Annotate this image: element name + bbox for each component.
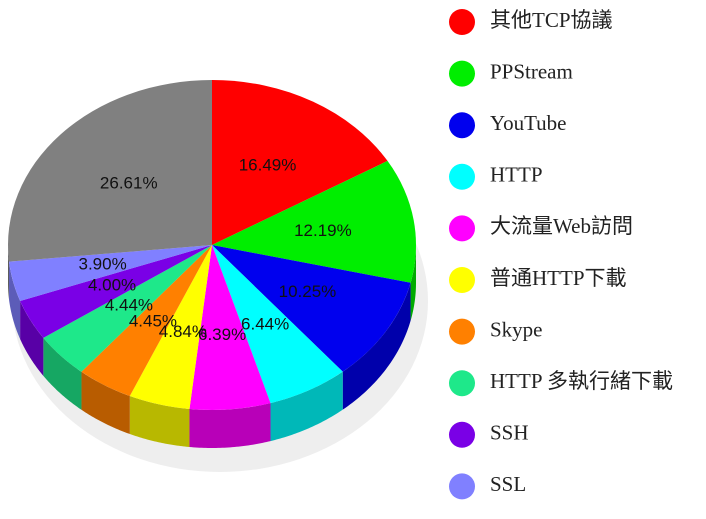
slice-side — [270, 371, 343, 442]
legend-swatch — [449, 215, 475, 242]
slice-label: 4.45% — [129, 312, 177, 331]
slice-side — [189, 403, 271, 448]
legend-label: 大流量Web訪問 — [490, 214, 633, 238]
slice — [81, 245, 212, 397]
legend-swatch — [449, 267, 475, 293]
legend-swatch — [449, 163, 475, 190]
slice-label: 4.44% — [105, 295, 153, 314]
slice-label: 26.61% — [100, 174, 158, 193]
legend-label: SSH — [490, 421, 529, 445]
slice-side — [81, 371, 130, 435]
slice — [189, 245, 271, 411]
slice — [43, 245, 212, 372]
slice — [7, 80, 212, 262]
slice-side — [9, 261, 21, 339]
slice — [212, 245, 343, 404]
slice-label: 10.25% — [279, 282, 337, 301]
slice-side — [20, 300, 44, 376]
legend-label: 其他TCP協議 — [490, 8, 613, 32]
slice — [212, 245, 411, 372]
slice-label: 16.49% — [239, 156, 297, 175]
legend-label: 普通HTTP下載 — [490, 266, 627, 290]
slice — [20, 245, 213, 338]
slice-label: 6.39% — [198, 325, 246, 344]
slice-side — [129, 396, 190, 447]
slice-label: 12.19% — [294, 221, 352, 240]
slice-side — [8, 245, 10, 300]
legend-swatch — [449, 473, 475, 500]
slice-side — [342, 282, 411, 410]
legend-label: YouTube — [490, 111, 566, 135]
slice — [212, 160, 417, 283]
slice-label: 4.00% — [88, 276, 136, 295]
slice-side — [410, 245, 416, 321]
slice-label: 3.90% — [78, 255, 126, 274]
legend-label: Skype — [490, 317, 543, 341]
slice — [9, 245, 213, 301]
legend-swatch — [449, 60, 475, 87]
legend-label: HTTP 多執行緒下載 — [490, 369, 673, 393]
legend-swatch — [449, 370, 475, 397]
legend-label: HTTP — [490, 163, 543, 187]
slice-label: 4.84% — [159, 322, 207, 341]
legend-swatch — [449, 112, 475, 139]
legend-swatch — [449, 318, 475, 345]
slice — [212, 80, 388, 245]
legend-label: PPStream — [490, 59, 573, 83]
slice-side — [43, 337, 82, 410]
legend-label: SSL — [490, 472, 526, 496]
slice — [129, 245, 212, 409]
legend-swatch — [449, 9, 475, 35]
legend-swatch — [449, 421, 475, 448]
slice-label: 6.44% — [241, 314, 289, 333]
